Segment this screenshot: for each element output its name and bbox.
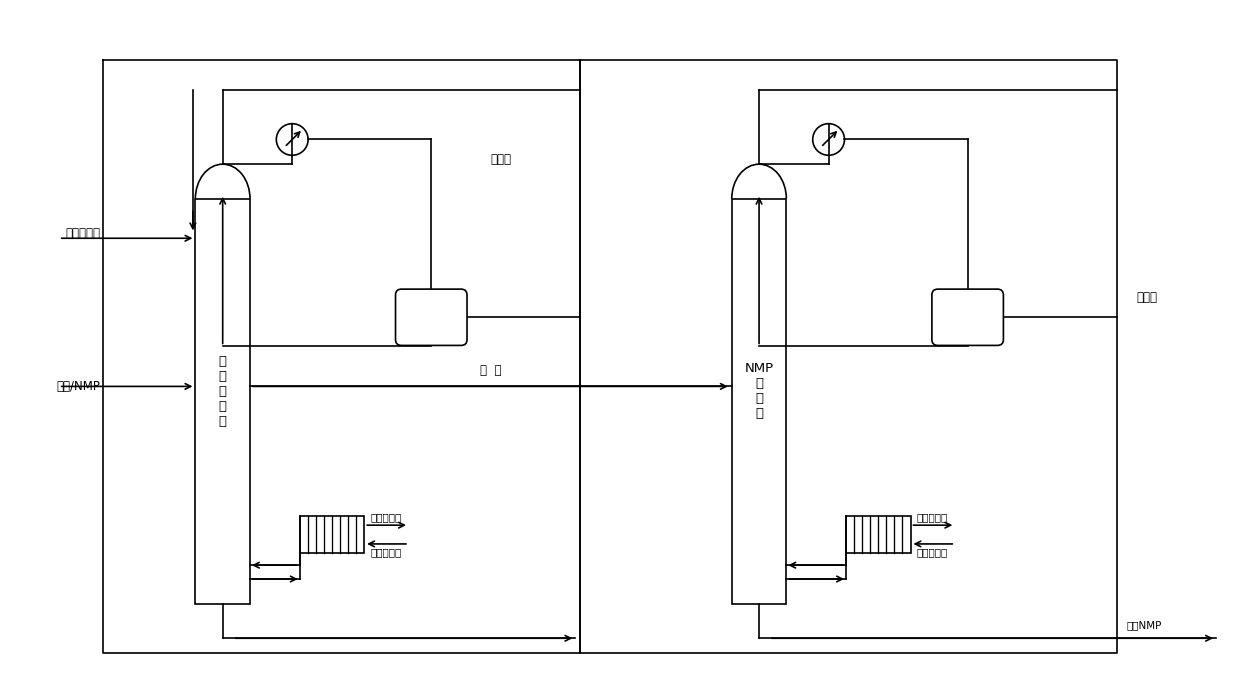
Text: 低压蒸汽进: 低压蒸汽进 (371, 547, 402, 557)
Text: 共
沸
精
馏
塔: 共 沸 精 馏 塔 (218, 355, 227, 428)
Text: 氯  仿: 氯 仿 (480, 364, 502, 376)
Text: 新鲜共沸剂: 新鲜共沸剂 (66, 227, 100, 240)
Text: 氯仿/NMP: 氯仿/NMP (57, 380, 100, 393)
Text: 共沸剂: 共沸剂 (491, 153, 512, 166)
Text: 低压蒸汽进: 低压蒸汽进 (916, 547, 947, 557)
Bar (732, 199, 786, 604)
Bar (846, 516, 910, 553)
Text: 低压蒸汽出: 低压蒸汽出 (371, 512, 402, 522)
Bar (196, 199, 250, 604)
Bar (300, 516, 365, 553)
Text: 低压蒸汽出: 低压蒸汽出 (916, 512, 947, 522)
Text: NMP
精
制
塔: NMP 精 制 塔 (744, 362, 774, 420)
Text: 共沸剂: 共沸剂 (1137, 291, 1157, 304)
Text: 精制NMP: 精制NMP (1127, 620, 1162, 630)
